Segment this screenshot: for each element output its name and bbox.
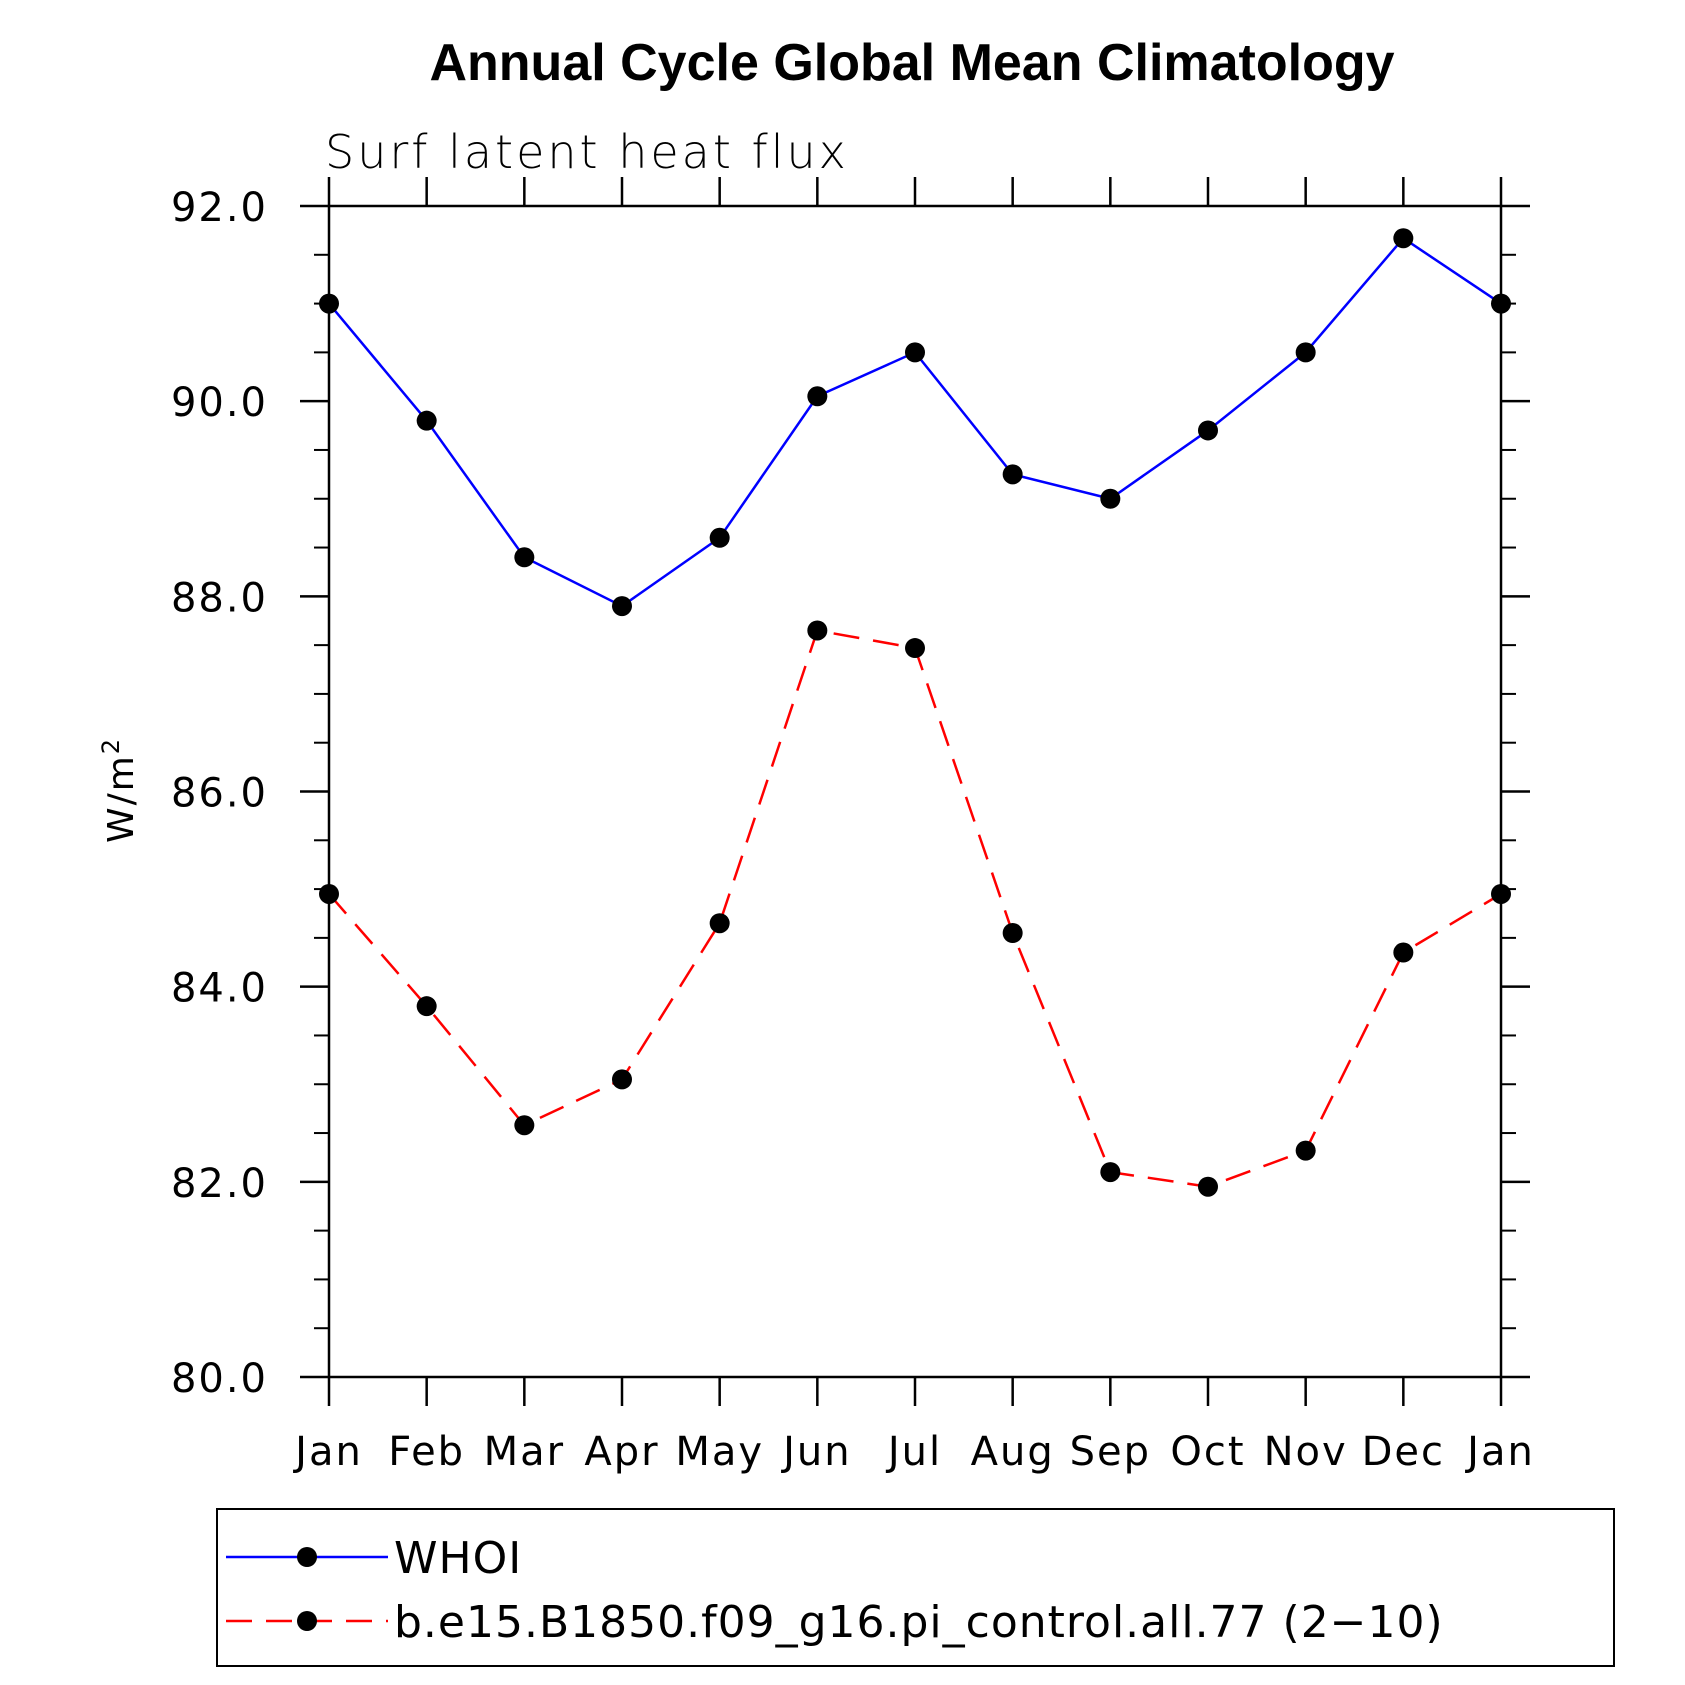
series-1-point	[1295, 342, 1316, 363]
y-axis-label-superscript: 2	[97, 737, 125, 754]
legend-marker-2	[297, 1611, 317, 1631]
series-1-point	[1393, 228, 1414, 249]
series-2-point	[807, 620, 828, 641]
series-1-point	[1198, 420, 1218, 441]
series-2-point	[1198, 1176, 1218, 1197]
series-2-point	[709, 913, 730, 934]
series-1-point	[1100, 488, 1121, 509]
y-axis-label-unit: W/m	[101, 754, 142, 843]
plot-area: Jan Feb Mar Apr May Jun Jul Aug Sep Oct Nov Dec Jan 8…	[171, 177, 1535, 1475]
series-1-point	[319, 293, 339, 314]
series-2-point	[514, 1115, 535, 1136]
x-tick-label: Jan	[292, 1429, 363, 1475]
x-tick-label: Dec	[1362, 1429, 1445, 1475]
series-1-point	[1002, 464, 1023, 485]
series-2-point	[1295, 1140, 1316, 1161]
series-2-point	[1002, 922, 1023, 943]
x-tick-label: Aug	[971, 1429, 1055, 1475]
y-tick-label: 88.0	[171, 575, 268, 621]
x-tick-label: Feb	[388, 1429, 465, 1475]
series-1-point	[905, 342, 925, 363]
x-tick-label: May	[675, 1429, 764, 1475]
legend-marker-1	[297, 1547, 317, 1567]
x-tick-label: Oct	[1170, 1429, 1245, 1475]
series-1-point	[514, 547, 535, 568]
x-tick-label: Apr	[584, 1429, 659, 1475]
series-1-point	[807, 386, 828, 407]
x-tick-label: Jan	[1464, 1429, 1535, 1475]
y-tick-label: 90.0	[171, 380, 268, 426]
x-tick-label: Sep	[1070, 1429, 1151, 1475]
plot-frame	[327, 204, 1503, 1379]
series-2-point	[1491, 883, 1511, 904]
series-line-2	[328, 629, 1502, 1188]
series-2-point	[612, 1069, 632, 1090]
series-2-point	[905, 638, 925, 659]
y-tick-label: 80.0	[171, 1356, 268, 1402]
series-1-point	[709, 527, 730, 548]
legend: WHOI b.e15.B1850.f09_g16.pi_control.all.7…	[226, 1533, 1444, 1648]
y-tick-label: 84.0	[171, 966, 268, 1012]
chart-title: Annual Cycle Global Mean Climatology	[429, 34, 1394, 92]
x-tick-label: Nov	[1264, 1429, 1348, 1475]
series-2-point	[416, 996, 437, 1017]
x-tick-label: Jun	[780, 1429, 852, 1475]
legend-box	[216, 1508, 1615, 1667]
y-axis-label: W/m2	[97, 737, 142, 843]
series-2-point	[319, 883, 339, 904]
series-2-point	[1100, 1162, 1121, 1183]
legend-label-1: WHOI	[394, 1533, 522, 1584]
series-1-point	[1491, 293, 1511, 314]
y-tick-label: 92.0	[171, 185, 268, 231]
legend-label-2: b.e15.B1850.f09_g16.pi_control.all.77 (2…	[394, 1597, 1444, 1648]
x-tick-label: Mar	[484, 1429, 565, 1475]
series-1-point	[612, 596, 632, 617]
y-tick-label: 82.0	[171, 1161, 268, 1207]
series-line-1	[328, 236, 1502, 608]
chart-subtitle: Surf latent heat flux	[325, 125, 849, 179]
x-tick-label: Jul	[885, 1429, 942, 1475]
series-1-point	[416, 410, 437, 431]
y-tick-label: 86.0	[171, 771, 268, 817]
series-2-point	[1393, 942, 1414, 963]
